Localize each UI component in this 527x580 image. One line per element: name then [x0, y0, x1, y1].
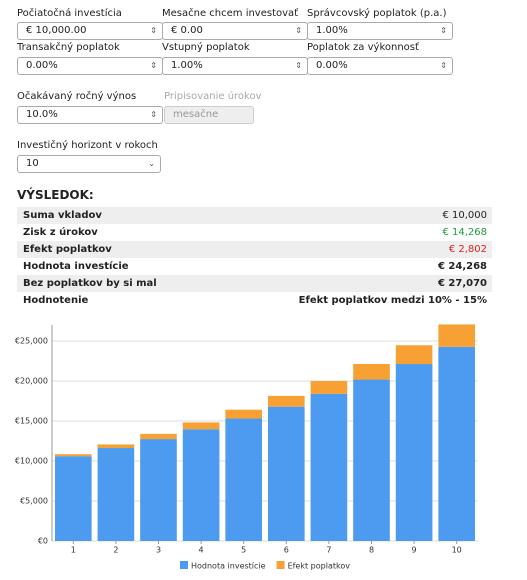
y-tick-label: €10,000 — [15, 457, 48, 466]
result-label: Zisk z úrokov — [23, 227, 98, 238]
bar-segment — [97, 444, 135, 449]
select[interactable]: 10 ⌄ — [17, 155, 161, 173]
bar-segment — [140, 439, 177, 541]
bar-segment — [395, 364, 433, 541]
result-value: € 10,000 — [442, 210, 487, 221]
input[interactable]: € 10,000.00 ⇕ — [17, 22, 163, 40]
chart: €0 €5,000 €10,000 €15,000 €20,000 €25,000 1 2 3 4… — [15, 324, 478, 571]
spinner: ⇕ — [150, 26, 157, 35]
bar-segment — [353, 379, 390, 541]
x-tick-label: 10 — [452, 546, 462, 555]
x-tick-label: 9 — [412, 546, 417, 555]
legend-label: Efekt poplatkov — [288, 562, 351, 571]
results-title: VÝSLEDOK: — [17, 188, 94, 202]
spinner: ⇕ — [440, 26, 447, 35]
field-label: Správcovský poplatok (p.a.) — [307, 8, 447, 19]
bar-segment — [267, 406, 305, 541]
x-tick-label: 7 — [326, 546, 331, 555]
result-row: Efekt poplatkov € 2,802 — [17, 241, 492, 258]
bar-segment — [438, 346, 476, 541]
result-row: Zisk z úrokov € 14,268 — [17, 224, 492, 241]
result-row: Suma vkladov € 10,000 — [17, 207, 492, 224]
input[interactable]: 0.00% ⇕ — [307, 57, 453, 75]
result-label: Hodnota investície — [23, 261, 129, 272]
field-label: Transakčný poplatok — [17, 42, 120, 53]
bar-segment — [225, 418, 263, 541]
spinner: ⇕ — [150, 110, 157, 119]
result-value: Efekt poplatkov medzi 10% - 15% — [298, 295, 487, 306]
spinner: ⇕ — [295, 26, 302, 35]
field-label: Investičný horizont v rokoch — [17, 140, 158, 151]
field-label: Pripisovanie úrokov — [164, 91, 262, 102]
spinner: ⌄ — [148, 159, 155, 168]
spinner: ⇕ — [295, 61, 302, 70]
bar-segment — [140, 433, 177, 440]
x-tick-label: 5 — [241, 546, 246, 555]
spinner: ⇕ — [440, 61, 447, 70]
input[interactable]: 1.00% ⇕ — [162, 57, 308, 75]
result-row: Hodnotenie Efekt poplatkov medzi 10% - 15… — [17, 292, 492, 309]
input[interactable]: 0.00% ⇕ — [17, 57, 163, 75]
x-tick-label: 6 — [284, 546, 289, 555]
input[interactable]: 1.00% ⇕ — [307, 22, 453, 40]
input[interactable]: € 0.00 ⇕ — [162, 22, 308, 40]
bar-segment — [225, 409, 263, 419]
y-tick-label: €0 — [38, 537, 48, 546]
spinner: ⇕ — [150, 61, 157, 70]
bar-segment — [310, 381, 348, 394]
field-label: Počiatočná investícia — [17, 8, 122, 19]
legend-swatch — [180, 561, 188, 569]
result-label: Suma vkladov — [23, 210, 102, 221]
bar-segment — [54, 454, 92, 457]
result-label: Hodnotenie — [23, 295, 89, 306]
x-tick-label: 1 — [71, 546, 76, 555]
result-label: Bez poplatkov by si mal — [23, 278, 157, 289]
result-row: Hodnota investície € 24,268 — [17, 258, 492, 275]
bar-segment — [182, 429, 220, 541]
x-tick-label: 4 — [199, 546, 204, 555]
field-label: Mesačne chcem investovať — [162, 8, 299, 19]
result-label: Efekt poplatkov — [23, 244, 112, 255]
legend-label: Hodnota investície — [191, 562, 266, 571]
result-value: € 14,268 — [442, 227, 487, 238]
bar-segment — [310, 393, 348, 541]
result-value: € 2,802 — [448, 244, 487, 255]
y-tick-label: €20,000 — [15, 377, 48, 386]
x-tick-label: 8 — [369, 546, 374, 555]
x-tick-label: 3 — [156, 546, 161, 555]
y-tick-label: €25,000 — [15, 337, 48, 346]
input[interactable]: 10.0% ⇕ — [17, 106, 163, 124]
result-value: € 24,268 — [437, 261, 487, 272]
bar-segment — [353, 363, 390, 380]
bar-segment — [182, 422, 220, 430]
bar-segment — [395, 345, 433, 365]
result-value: € 27,070 — [437, 278, 487, 289]
field-label: Vstupný poplatok — [162, 42, 250, 53]
bar-segment — [54, 456, 92, 541]
result-row: Bez poplatkov by si mal € 27,070 — [17, 275, 492, 292]
input: mesačne — [164, 106, 254, 124]
field-label: Očakávaný ročný výnos — [17, 91, 137, 102]
bar-segment — [438, 324, 476, 347]
bar-segment — [97, 448, 135, 541]
x-tick-label: 2 — [113, 546, 118, 555]
y-tick-label: €15,000 — [15, 417, 48, 426]
bar-segment — [267, 395, 305, 407]
y-tick-label: €5,000 — [20, 497, 48, 506]
field-label: Poplatok za výkonnosť — [307, 42, 419, 53]
legend-swatch — [276, 561, 285, 569]
